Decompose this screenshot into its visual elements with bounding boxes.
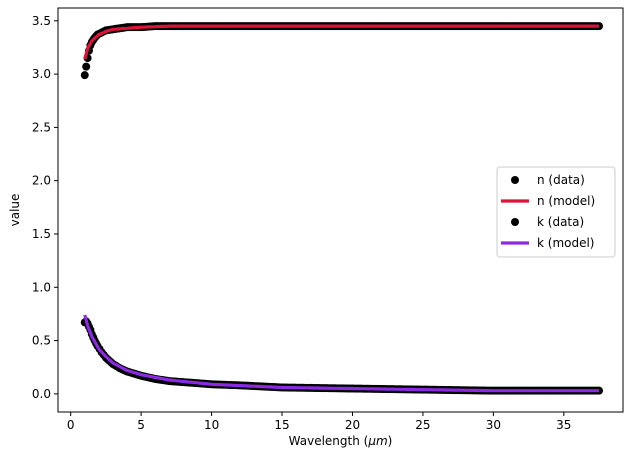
legend-label: k (data) [537,215,584,229]
y-tick-label: 1.5 [32,227,51,241]
legend: n (data) n (model) k (data) k (model) [496,166,616,258]
legend-marker [511,218,519,226]
y-tick-label: 2.5 [32,120,51,134]
y-tick-label: 0.5 [32,334,51,348]
x-tick-label: 10 [204,418,219,432]
legend-frame [496,166,616,258]
x-axis-label: Wavelength (μm) [289,434,393,448]
x-tick-label: 20 [345,418,360,432]
data-point [80,71,89,80]
data-point [82,62,91,71]
data-point [595,386,604,395]
x-tick-label: 25 [415,418,430,432]
x-axis-label-unit: μm [367,434,387,448]
x-tick-label: 30 [486,418,501,432]
series-line [83,314,599,393]
x-tick-label: 0 [67,418,75,432]
legend-label: n (data) [537,173,585,187]
y-tick-label: 0.0 [32,387,51,401]
legend-label: n (model) [537,194,595,208]
x-tick-label: 15 [274,418,289,432]
data-point [595,22,604,31]
series-points [80,22,604,80]
x-tick-label: 5 [137,418,145,432]
y-tick-label: 1.0 [32,280,51,294]
series-points [80,317,604,395]
y-axis-label: value [8,194,22,227]
ticks-layer: 0 5 10 15 20 25 30 35 0.0 0.5 1.0 1.5 2.0 2.5 3.0 3.5 [32,14,572,432]
x-axis-label-text: Wavelength ( [289,434,369,448]
legend-label: k (model) [537,236,595,250]
series-line [83,24,599,60]
y-tick-label: 3.5 [32,14,51,28]
x-axis-label-close: ) [388,434,393,448]
y-tick-label: 2.0 [32,174,51,188]
legend-marker [511,176,519,184]
x-tick-label: 35 [556,418,571,432]
y-tick-label: 3.0 [32,67,51,81]
axes-frame [57,7,624,413]
series-layer [80,22,604,395]
